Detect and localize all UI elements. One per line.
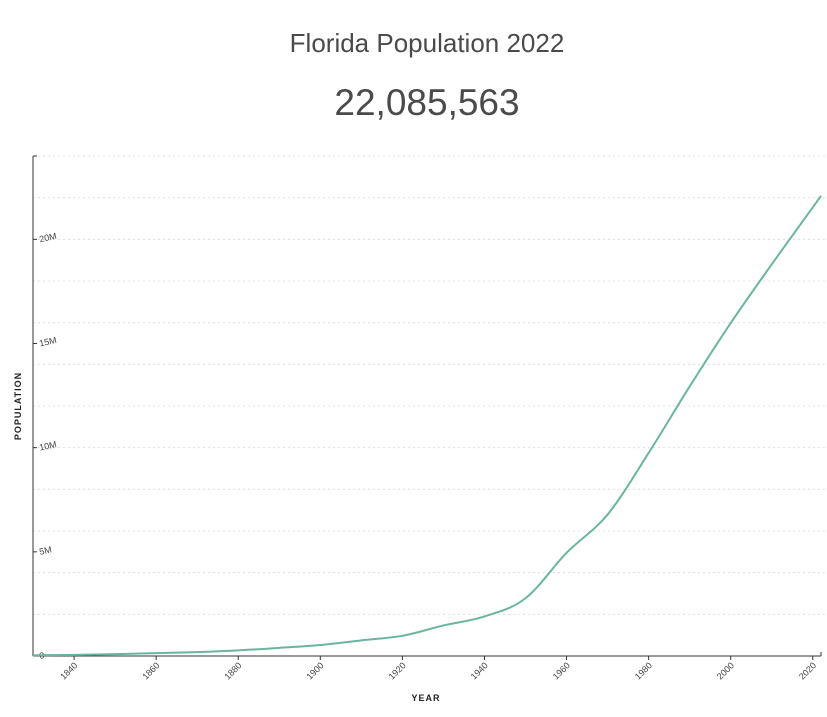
x-tick-label: 1920 [387,660,408,681]
x-axis-ticks: 1840 1860 1880 1900 1920 1940 1960 1980 2000 2020 [58,656,818,682]
y-tick-label: 5M [38,544,52,556]
y-tick-label: 20M [38,231,57,244]
population-series-line [32,195,822,657]
x-tick-label: 2000 [715,660,736,681]
x-tick-label: 1880 [222,660,243,681]
x-tick-label: 1940 [469,660,490,681]
chart-title: Florida Population 2022 [289,28,565,58]
y-tick-label: 15M [38,335,57,348]
x-tick-label: 1860 [140,660,161,681]
y-tick-label: 10M [38,439,57,452]
x-tick-label: 2020 [797,660,818,681]
grid-lines [33,155,827,615]
x-tick-label: 1960 [551,660,572,681]
x-tick-label: 1980 [633,660,654,681]
x-tick-label: 1900 [304,660,325,681]
population-total: 22,085,563 [334,82,520,123]
x-axis-title: YEAR [411,693,440,703]
x-tick-label: 1840 [58,660,79,681]
y-axis-title: POPULATION [13,372,23,440]
axes [32,155,822,657]
